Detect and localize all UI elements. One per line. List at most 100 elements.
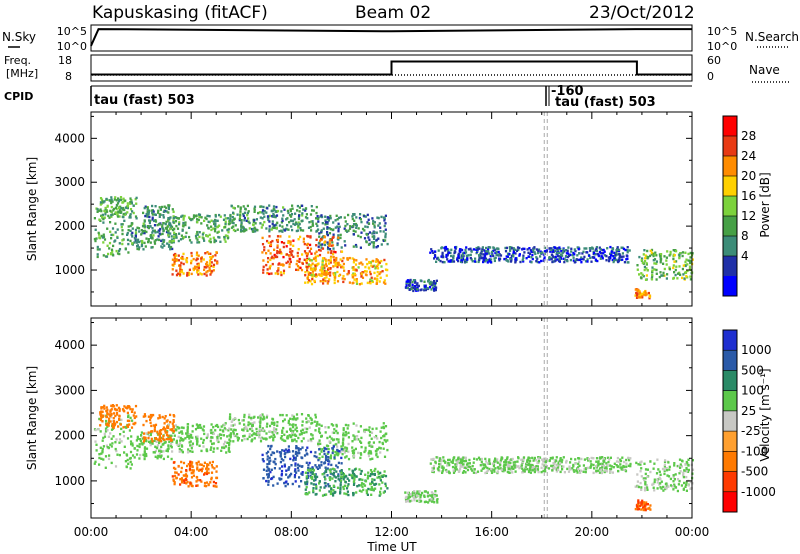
velocity-cell: [327, 426, 330, 429]
velocity-cell: [109, 432, 112, 435]
velocity-cell: [610, 467, 613, 471]
power-cell: [334, 251, 337, 254]
power-cell: [114, 222, 117, 225]
power-cell: [628, 249, 631, 252]
velocity-cell: [601, 456, 604, 459]
power-cell: [505, 255, 508, 258]
velocity-cell: [195, 435, 198, 439]
velocity-cell: [189, 450, 192, 453]
power-cell: [240, 225, 243, 228]
velocity-cell: [340, 475, 343, 478]
power-cell: [369, 272, 372, 276]
power-cell: [602, 248, 605, 252]
power-cell: [167, 235, 170, 238]
power-cell: [315, 238, 318, 241]
velocity-cell: [206, 433, 209, 436]
power-cell: [130, 200, 133, 203]
power-cell: [178, 232, 181, 235]
velocity-cell: [117, 406, 121, 410]
velocity-cell: [413, 490, 416, 493]
velocity-cell: [162, 428, 165, 431]
power-cell: [672, 257, 675, 261]
velocity-cell: [257, 431, 260, 435]
velocity-cell: [687, 484, 690, 487]
power-cell: [171, 273, 174, 276]
power-cell: [582, 258, 585, 261]
power-cell: [230, 205, 233, 208]
power-cell: [309, 280, 312, 283]
power-cell: [306, 281, 310, 284]
power-cell: [504, 246, 507, 250]
power-cell: [412, 279, 415, 282]
velocity-cell: [373, 478, 376, 482]
velocity-cell: [331, 467, 335, 471]
velocity-cell: [253, 432, 256, 435]
power-cell: [310, 273, 313, 277]
velocity-cell: [202, 445, 205, 448]
velocity-cell: [223, 427, 226, 430]
velocity-cell: [169, 428, 172, 431]
velocity-cell: [333, 475, 336, 478]
power-cell: [253, 207, 256, 210]
noise-tick-right-bottom: 10^0: [707, 40, 737, 53]
power-cell: [302, 208, 305, 211]
power-cell: [281, 230, 284, 233]
velocity-cell: [305, 449, 308, 452]
power-cell: [514, 252, 517, 255]
power-cell: [297, 221, 300, 224]
power-cell: [337, 236, 340, 239]
power-cell: [265, 227, 268, 230]
power-cell: [173, 262, 176, 265]
power-cell: [181, 237, 184, 240]
power-cell: [336, 265, 339, 269]
power-cell: [651, 275, 654, 278]
velocity-cell: [281, 413, 284, 417]
power-cell: [495, 250, 498, 253]
velocity-cell: [262, 415, 265, 419]
velocity-cell: [501, 469, 504, 473]
power-cell: [613, 251, 616, 255]
velocity-cell: [196, 484, 199, 487]
power-cell: [408, 279, 411, 282]
velocity-cell: [103, 404, 106, 408]
power-cell: [653, 258, 657, 261]
freq-tick-right-top: 60: [707, 54, 721, 67]
velocity-cell: [334, 476, 337, 479]
power-cell: [296, 264, 300, 268]
power-cell: [622, 255, 625, 258]
velocity-cell: [320, 424, 323, 427]
power-cell: [299, 227, 302, 230]
power-cell: [558, 251, 561, 255]
power-cell: [224, 220, 227, 223]
power-cell: [239, 213, 242, 217]
velocity-cell: [663, 463, 666, 467]
velocity-cell: [559, 470, 562, 474]
power-cell: [185, 257, 189, 260]
velocity-cell: [332, 424, 335, 427]
power-cell: [648, 297, 651, 300]
velocity-cell: [273, 467, 276, 470]
power-cell: [172, 215, 175, 218]
power-cell: [262, 205, 265, 209]
power-cell: [142, 222, 145, 225]
velocity-cell: [606, 456, 610, 459]
power-cell: [300, 268, 304, 272]
power-cell: [322, 278, 325, 281]
power-cell: [351, 274, 354, 277]
velocity-cell: [158, 434, 161, 438]
velocity-cell: [95, 449, 98, 452]
velocity-cell: [279, 451, 282, 454]
velocity-cell: [359, 452, 362, 455]
power-cell: [182, 257, 185, 261]
power-cell: [304, 209, 307, 212]
velocity-cell: [343, 484, 346, 487]
power-cell: [448, 251, 451, 254]
velocity-cell: [128, 419, 131, 423]
power-cell: [336, 261, 339, 265]
velocity-cell: [210, 471, 214, 474]
power-cell: [195, 258, 198, 262]
power-cell: [108, 216, 111, 219]
velocity-cell: [598, 467, 602, 470]
power-cell: [478, 256, 481, 259]
velocity-cell: [310, 439, 313, 443]
